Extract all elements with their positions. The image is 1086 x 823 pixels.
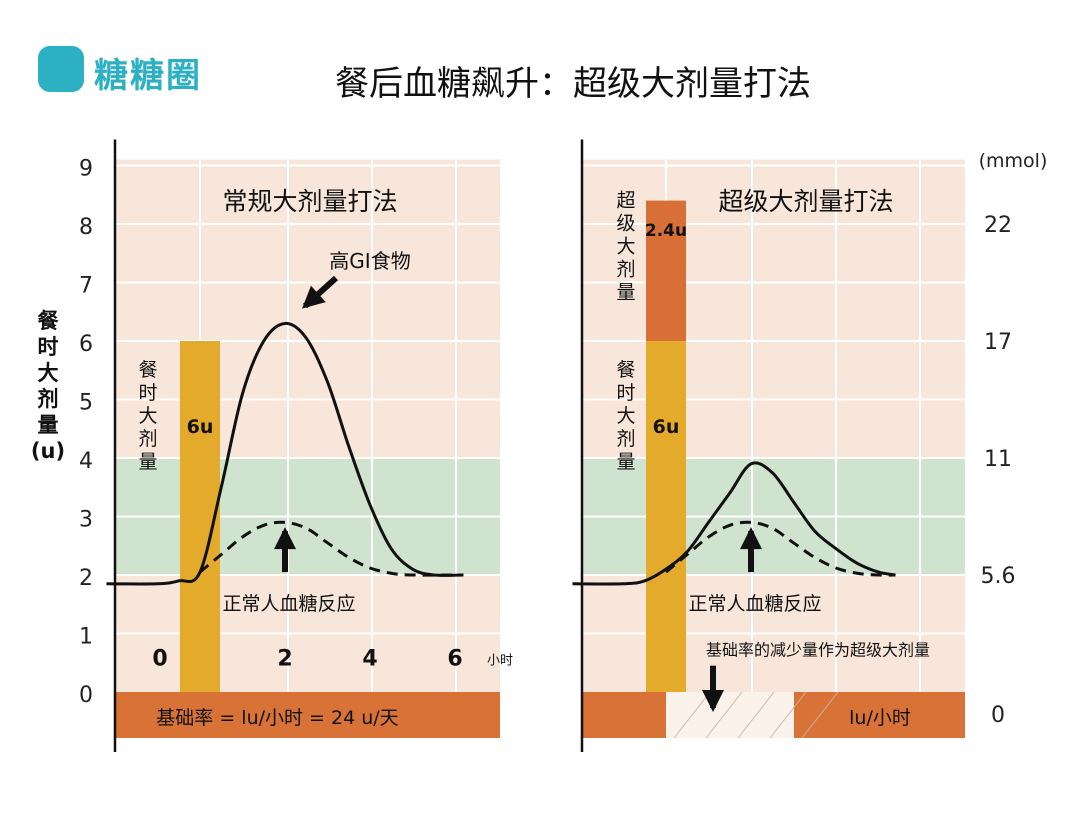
- right-axis-tick-label: 17: [984, 330, 1012, 355]
- high-gi-food-label: 高GI食物: [329, 249, 410, 273]
- meal-bolus-vertical-label: 量: [616, 451, 635, 473]
- normal-response-label: 正常人血糖反应: [688, 593, 821, 615]
- meal-bolus-vertical-label: 时: [138, 382, 157, 404]
- reduced-basal-arrow: [702, 665, 724, 712]
- normal-response-arrow: [740, 527, 762, 573]
- right-axis-unit: (mmol): [979, 150, 1048, 172]
- panel-title: 超级大剂量打法: [718, 187, 893, 216]
- panel-title: 常规大剂量打法: [222, 187, 397, 216]
- y-tick-label: 2: [79, 566, 93, 591]
- x-tick-label: 4: [362, 647, 377, 672]
- super-bolus-vertical-label: 剂: [616, 258, 635, 280]
- normal-response-label: 正常人血糖反应: [222, 593, 355, 615]
- hatch-line: [769, 691, 807, 739]
- right-axis-tick-label: 0: [991, 703, 1005, 728]
- basal-rate-bar: [115, 692, 500, 738]
- y-axis-label-char: (u): [31, 439, 65, 463]
- x-tick-label: 0: [152, 647, 167, 672]
- reduced-basal-block: [666, 692, 794, 738]
- brand-logo-icon: [38, 46, 84, 92]
- basal-rate-label: lu/小时: [849, 707, 911, 729]
- x-axis-unit: 小时: [487, 654, 513, 669]
- plot-background: [115, 159, 500, 692]
- glucose-curve: [572, 461, 896, 586]
- meal-bolus-vertical-label: 餐: [138, 359, 157, 381]
- normal-response-curve: [199, 520, 464, 577]
- meal-bolus-vertical-label: 大: [138, 405, 157, 427]
- super-bolus-vertical-label: 超: [616, 189, 635, 211]
- super-bolus-vertical-label: 量: [616, 281, 635, 303]
- meal-bolus-bar: [646, 341, 686, 692]
- super-bolus-vertical-label: 级: [616, 212, 635, 234]
- right-axis-tick-label: 5.6: [981, 564, 1016, 589]
- reduced-basal-arrow-head: [702, 690, 724, 712]
- high-gi-arrow: [302, 275, 339, 309]
- hatch-line: [801, 691, 839, 739]
- meal-bolus-vertical-label: 时: [616, 382, 635, 404]
- meal-bolus-amount-label: 6u: [187, 416, 214, 438]
- meal-bolus-vertical-label: 量: [138, 451, 157, 473]
- y-axis-label-char: 剂: [38, 387, 59, 411]
- hatch-line: [705, 691, 743, 739]
- y-tick-label: 1: [79, 625, 93, 650]
- brand-name: 糖糖圈: [94, 56, 202, 96]
- y-axis-label-char: 大: [38, 361, 59, 385]
- hatch-line: [673, 691, 711, 739]
- normal-response-arrow-head: [740, 527, 762, 550]
- page-title: 餐后血糖飙升：超级大剂量打法: [335, 64, 811, 104]
- plot-background: [582, 159, 965, 692]
- normal-response-arrow: [274, 527, 296, 573]
- basal-rate-label: 基础率 = lu/小时 = 24 u/天: [156, 707, 398, 729]
- right-axis-tick-label: 11: [984, 447, 1012, 472]
- hatch-line: [737, 691, 775, 739]
- y-tick-label: 8: [79, 215, 93, 240]
- meal-bolus-vertical-label: 剂: [616, 428, 635, 450]
- y-tick-label: 9: [79, 157, 93, 182]
- y-tick-label: 7: [79, 274, 93, 299]
- high-gi-arrow-head: [302, 285, 326, 309]
- reduced-basal-annotation: 基础率的减少量作为超级大剂量: [706, 640, 930, 659]
- right-axis-tick-label: 22: [984, 213, 1012, 238]
- y-tick-label: 0: [79, 683, 93, 708]
- normal-response-arrow-head: [274, 527, 296, 550]
- meal-bolus-vertical-label: 餐: [616, 359, 635, 381]
- normal-response-curve: [665, 520, 896, 577]
- meal-bolus-amount-label: 6u: [653, 416, 680, 438]
- super-bolus-vertical-label: 大: [616, 235, 635, 257]
- meal-bolus-vertical-label: 剂: [138, 428, 157, 450]
- glucose-curve: [106, 321, 464, 586]
- y-tick-label: 5: [79, 391, 93, 416]
- x-tick-label: 6: [447, 647, 462, 672]
- super-bolus-bar: [646, 200, 686, 341]
- y-axis-label-char: 量: [38, 413, 59, 437]
- y-tick-label: 3: [79, 508, 93, 533]
- y-axis-label-char: 餐: [38, 309, 60, 333]
- y-axis-label-char: 时: [38, 335, 59, 359]
- chart-standard-bolus: 6u 基础率 = lu/小时 = 24 u/天 0 2 4 6 小时 高GI食物 常规大剂量打法…: [106, 139, 513, 752]
- meal-bolus-vertical-label: 大: [616, 405, 635, 427]
- x-tick-label: 2: [277, 647, 292, 672]
- y-tick-label: 4: [79, 449, 93, 474]
- super-bolus-amount-label: 2.4u: [645, 221, 687, 241]
- y-tick-label: 6: [79, 332, 93, 357]
